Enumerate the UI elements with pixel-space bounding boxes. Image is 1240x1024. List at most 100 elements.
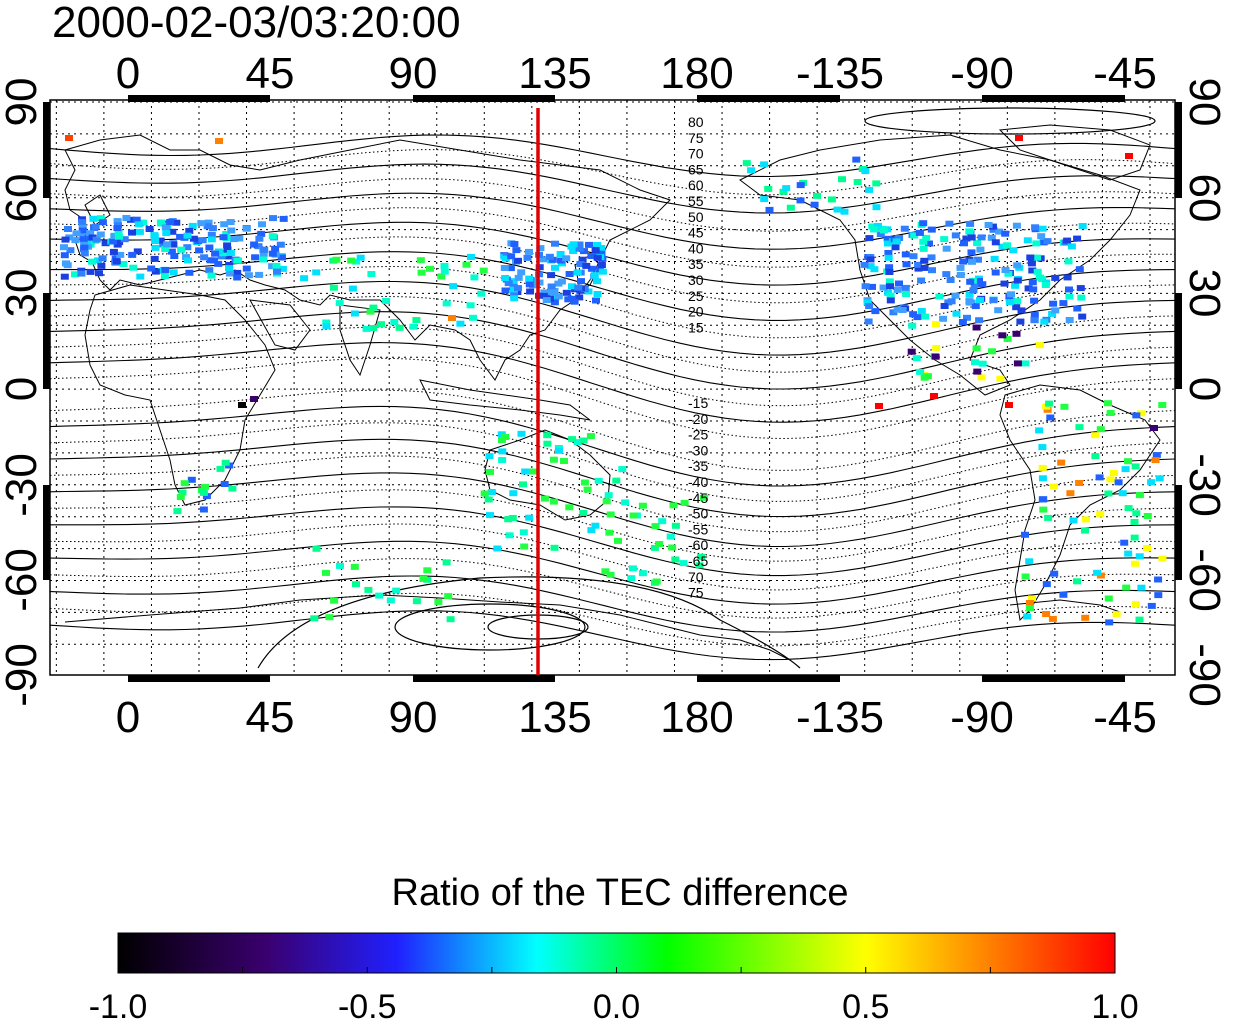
tec-point	[1124, 550, 1133, 557]
tec-point	[1046, 414, 1055, 421]
frame-tick	[43, 293, 50, 389]
tec-point	[919, 220, 928, 227]
tec-point	[542, 297, 551, 304]
tec-point	[1131, 560, 1140, 567]
tec-point	[914, 265, 923, 272]
tec-point	[525, 281, 534, 288]
tec-point	[575, 241, 584, 248]
mlat-contour	[49, 405, 1176, 487]
tec-point	[1028, 279, 1037, 286]
tec-point	[412, 598, 421, 605]
tec-point	[222, 231, 231, 237]
tec-point	[978, 281, 987, 288]
tec-point	[991, 239, 1000, 246]
tec-point	[122, 215, 131, 221]
tec-point	[786, 204, 795, 211]
tec-point	[606, 571, 615, 578]
tec-point	[1143, 545, 1152, 552]
tec-point	[988, 223, 997, 230]
tec-point	[242, 225, 251, 232]
mlat-contour	[49, 295, 1176, 373]
tec-point	[242, 265, 251, 272]
tec-point	[440, 262, 449, 269]
tec-point	[446, 616, 455, 623]
tec-point	[976, 297, 984, 303]
tec-point	[1093, 569, 1102, 576]
contour-label: -15	[688, 395, 708, 411]
tec-point	[525, 514, 534, 521]
tec-point	[187, 476, 196, 483]
tec-point	[505, 532, 514, 539]
tec-point	[392, 587, 401, 594]
tec-point	[120, 236, 129, 243]
tec-point	[963, 314, 971, 321]
tec-point	[277, 254, 286, 261]
tec-point	[917, 308, 926, 314]
frame-tick	[413, 675, 555, 682]
tec-point	[94, 257, 102, 264]
mlat-contour	[49, 389, 1176, 471]
tec-point	[909, 311, 918, 318]
tec-point	[350, 563, 359, 570]
lon-label-bottom: 135	[518, 693, 591, 742]
tec-point	[335, 300, 344, 307]
tec-point	[78, 227, 87, 234]
tec-point	[477, 290, 486, 297]
tec-point	[86, 268, 95, 275]
tec-point	[1095, 474, 1104, 481]
tec-point	[113, 225, 122, 231]
tec-point	[1039, 506, 1048, 513]
tec-point	[1081, 516, 1090, 523]
tec-point	[1154, 576, 1163, 583]
tec-point	[840, 208, 849, 215]
tec-point	[486, 469, 494, 475]
tec-point	[487, 489, 496, 495]
tec-point	[80, 244, 89, 251]
tec-point	[64, 226, 72, 232]
mlat-contour	[49, 342, 1176, 423]
tec-point	[638, 570, 647, 577]
tec-point	[876, 231, 885, 237]
tec-point	[501, 287, 510, 294]
tec-point	[1035, 342, 1044, 349]
mlat-contour	[49, 610, 1176, 661]
tec-point	[176, 233, 185, 240]
lat-label-right: -30	[1180, 453, 1229, 517]
tec-point	[1130, 534, 1139, 541]
mlat-contour	[49, 236, 1175, 304]
tec-point	[86, 230, 95, 237]
tec-point	[501, 255, 510, 262]
tec-point	[852, 156, 861, 163]
tec-point	[582, 262, 591, 269]
tec-point	[539, 256, 548, 263]
tec-point	[1130, 519, 1139, 525]
tec-point	[219, 250, 228, 257]
coastlines	[64, 124, 1161, 661]
tec-point	[479, 267, 488, 274]
tec-point	[996, 375, 1005, 382]
contour-label: 60	[688, 177, 704, 193]
tec-point	[666, 533, 675, 540]
tec-point	[470, 274, 479, 281]
tec-point	[517, 269, 526, 276]
tec-point	[147, 265, 156, 272]
tec-point	[1044, 514, 1053, 521]
tec-point	[1125, 153, 1133, 159]
tec-point	[369, 304, 378, 311]
tec-point	[1152, 452, 1161, 459]
tec-point	[132, 216, 141, 223]
tec-point	[369, 325, 378, 331]
tec-point	[742, 160, 751, 167]
tec-point	[575, 294, 584, 301]
tec-point	[568, 283, 576, 290]
tec-point	[976, 246, 985, 253]
tec-point	[173, 508, 182, 515]
tec-point	[998, 332, 1007, 339]
tec-point	[1132, 510, 1141, 517]
contour-label: 65	[688, 161, 704, 177]
tec-point	[128, 229, 136, 236]
tec-point	[135, 228, 144, 235]
tec-point	[920, 264, 929, 271]
tec-point	[865, 235, 874, 242]
tec-point	[1065, 317, 1074, 323]
